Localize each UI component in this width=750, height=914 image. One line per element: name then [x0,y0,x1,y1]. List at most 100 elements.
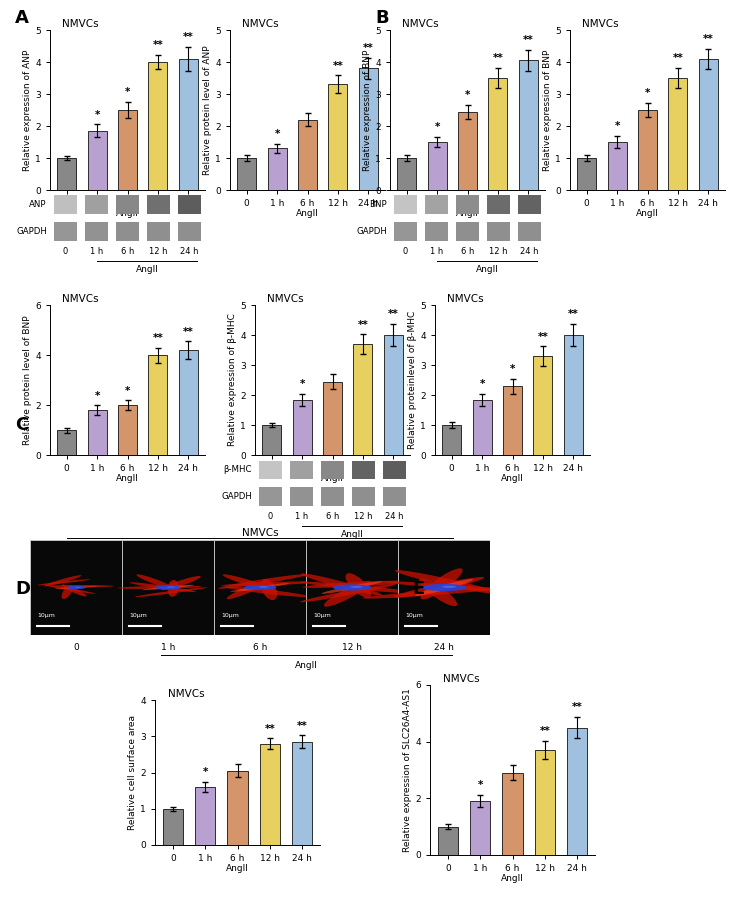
Text: ANP: ANP [29,200,47,208]
Ellipse shape [218,574,308,589]
Ellipse shape [66,586,86,590]
Text: **: ** [152,40,164,50]
X-axis label: AngII: AngII [226,865,249,874]
Text: AngII: AngII [136,264,158,273]
Text: A: A [15,9,28,27]
Text: *: * [299,379,304,389]
Text: NMVCs: NMVCs [62,294,99,304]
Ellipse shape [135,588,207,597]
Bar [163,809,183,845]
Text: NMVCs: NMVCs [403,19,439,29]
Bar [488,222,510,240]
Y-axis label: Relative protein level of ANP: Relative protein level of ANP [203,45,212,175]
Text: 1 h: 1 h [295,512,308,521]
Ellipse shape [422,584,466,591]
Ellipse shape [383,581,526,592]
Bar [394,222,417,240]
Y-axis label: Relative expression of BNP: Relative expression of BNP [544,49,553,171]
Bar [323,381,342,455]
Bar [470,802,490,855]
Bar [578,158,596,190]
Ellipse shape [154,585,182,590]
Ellipse shape [350,586,362,588]
Bar [116,222,139,240]
Text: 12 h: 12 h [149,247,168,256]
Text: **: ** [493,53,503,63]
Text: *: * [614,122,620,132]
Bar [292,399,311,455]
Bar [518,196,541,214]
Text: **: ** [363,43,374,53]
Ellipse shape [226,580,268,600]
Bar [54,196,76,214]
Bar [358,69,378,190]
X-axis label: AngII: AngII [116,209,139,218]
Bar [178,350,198,455]
Text: AngII: AngII [340,529,363,538]
Text: β-MHC: β-MHC [224,465,252,473]
Text: B: B [375,9,388,27]
Ellipse shape [167,579,178,597]
Text: NMVCs: NMVCs [168,689,205,699]
X-axis label: AngII: AngII [116,474,139,484]
Text: **: ** [358,320,368,330]
Text: GAPDH: GAPDH [221,492,252,501]
Ellipse shape [62,585,73,599]
Text: NMVCs: NMVCs [62,19,99,29]
Text: **: ** [297,721,307,731]
Text: 10μm: 10μm [221,613,239,618]
Text: 1 h: 1 h [430,247,443,256]
Y-axis label: Relative proteinlevel of β-MHC: Relative proteinlevel of β-MHC [409,311,418,449]
Bar [88,131,106,190]
Bar [535,750,555,855]
Ellipse shape [302,580,413,588]
Y-axis label: Relative expression of BNP: Relative expression of BNP [364,49,373,171]
Ellipse shape [221,581,325,586]
Ellipse shape [322,581,382,594]
Text: 12 h: 12 h [354,512,373,521]
Ellipse shape [118,586,202,589]
Bar [608,142,626,190]
X-axis label: AngII: AngII [456,209,479,218]
Bar [237,158,256,190]
Text: 0: 0 [63,247,68,256]
Ellipse shape [230,583,290,592]
X-axis label: AngII: AngII [636,209,659,218]
Ellipse shape [300,581,418,593]
Y-axis label: Relative protein level of BNP: Relative protein level of BNP [23,315,32,445]
Ellipse shape [324,580,370,607]
Text: BNP: BNP [369,200,387,208]
Ellipse shape [261,579,277,600]
Ellipse shape [244,585,276,590]
Text: **: ** [703,34,714,44]
Text: **: ** [572,702,583,712]
Bar [425,196,448,214]
Ellipse shape [395,570,500,594]
Text: GAPDH: GAPDH [16,227,47,236]
Ellipse shape [419,579,458,606]
Bar [427,142,446,190]
Text: *: * [124,87,130,97]
Text: 0: 0 [74,643,79,652]
Bar [394,196,417,214]
Bar [147,222,170,240]
Text: 6 h: 6 h [326,512,339,521]
Bar [86,196,108,214]
Bar [567,728,587,855]
Bar [456,222,478,240]
Ellipse shape [167,587,175,588]
X-axis label: AngII: AngII [501,474,524,484]
Bar [147,196,170,214]
Text: *: * [274,129,280,139]
Text: **: ** [388,309,399,319]
Bar [260,743,280,845]
Text: *: * [124,386,130,396]
Text: 24 h: 24 h [434,643,454,652]
Bar [262,425,281,455]
Bar [503,386,522,455]
Text: *: * [479,379,484,389]
Text: AngII: AngII [476,264,498,273]
Ellipse shape [55,586,98,589]
Bar [88,410,106,455]
Ellipse shape [45,585,95,594]
